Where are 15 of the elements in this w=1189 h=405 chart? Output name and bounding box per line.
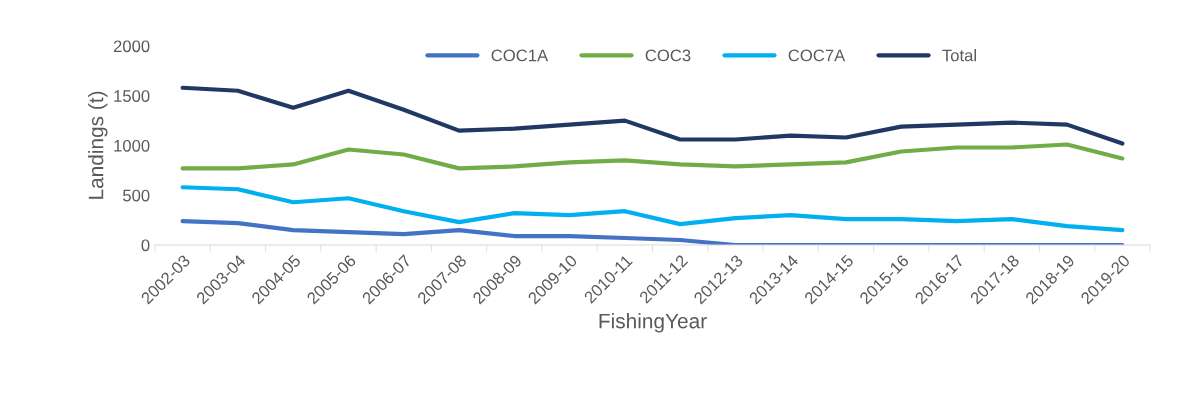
legend-label: Total: [942, 49, 976, 62]
legend-label: COC3: [645, 49, 691, 62]
line-series: [180, 185, 1125, 233]
line-series: [180, 219, 1125, 245]
line-series: [180, 142, 1125, 171]
y-tick-label: 0: [141, 239, 150, 252]
y-tick-label: 500: [123, 189, 150, 202]
y-axis-title: Landings (t): [88, 91, 108, 199]
y-tick-label: 1500: [114, 90, 150, 102]
legend-label: COC1A: [491, 49, 549, 62]
legend-label: COC7A: [788, 49, 846, 62]
y-tick-label: 1000: [114, 139, 150, 152]
line-series: [180, 85, 1125, 146]
y-tick-label: 2000: [113, 40, 150, 53]
x-axis-title: FishingYear: [599, 313, 707, 333]
